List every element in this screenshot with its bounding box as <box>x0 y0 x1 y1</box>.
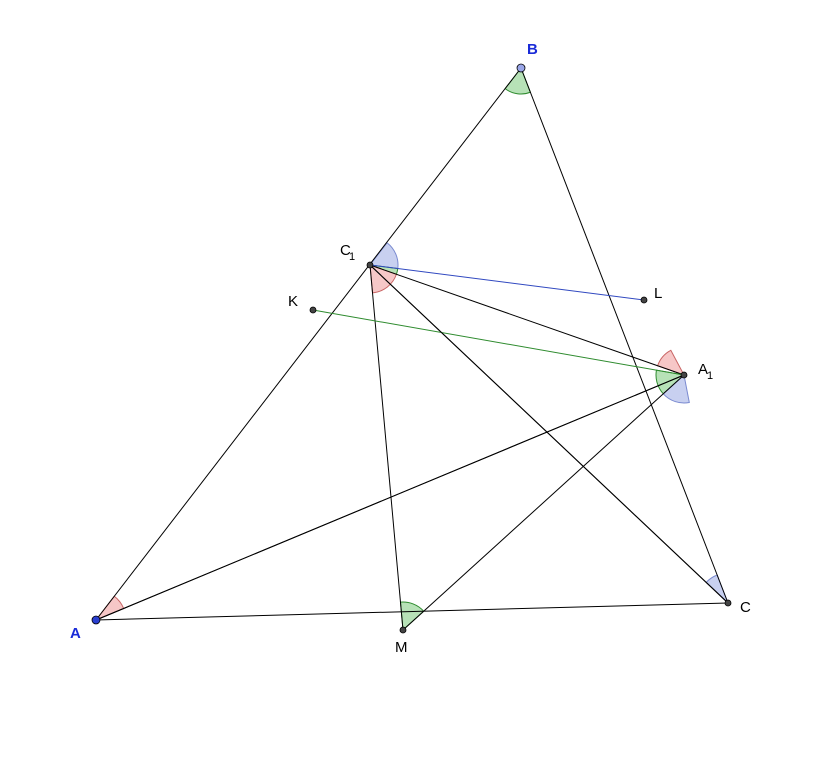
points-layer <box>92 64 731 633</box>
segment-C1-C <box>370 265 728 603</box>
point-C <box>725 600 731 606</box>
point-K <box>310 307 316 313</box>
labels-layer: ABCC1A1KLM <box>70 41 751 656</box>
label-A: A <box>70 625 81 642</box>
lines-layer <box>96 68 728 630</box>
segment-A1-A <box>96 375 684 620</box>
point-L <box>641 297 647 303</box>
segment-C1-L <box>370 265 644 300</box>
angle-marker <box>96 596 124 620</box>
point-B <box>517 64 525 72</box>
segment-K-A1 <box>313 310 684 375</box>
label-L: L <box>654 285 662 302</box>
point-A1 <box>681 372 687 378</box>
label-C1-sub: 1 <box>349 251 355 263</box>
segment-C1-A1 <box>370 265 684 375</box>
label-K: K <box>288 293 298 310</box>
angles-layer <box>96 68 728 630</box>
segment-B-C <box>521 68 728 603</box>
geometry-diagram: ABCC1A1KLM <box>0 0 819 781</box>
segment-A-B <box>96 68 521 620</box>
point-C1 <box>367 262 373 268</box>
label-C: C <box>740 599 751 616</box>
segment-C1-M <box>370 265 403 630</box>
angle-marker <box>400 602 423 630</box>
point-A <box>92 616 100 624</box>
point-M <box>400 627 406 633</box>
label-A1-sub: 1 <box>707 370 713 382</box>
segment-A1-M <box>403 375 684 630</box>
label-B: B <box>527 41 538 58</box>
angle-marker <box>706 575 728 603</box>
label-M: M <box>395 639 408 656</box>
